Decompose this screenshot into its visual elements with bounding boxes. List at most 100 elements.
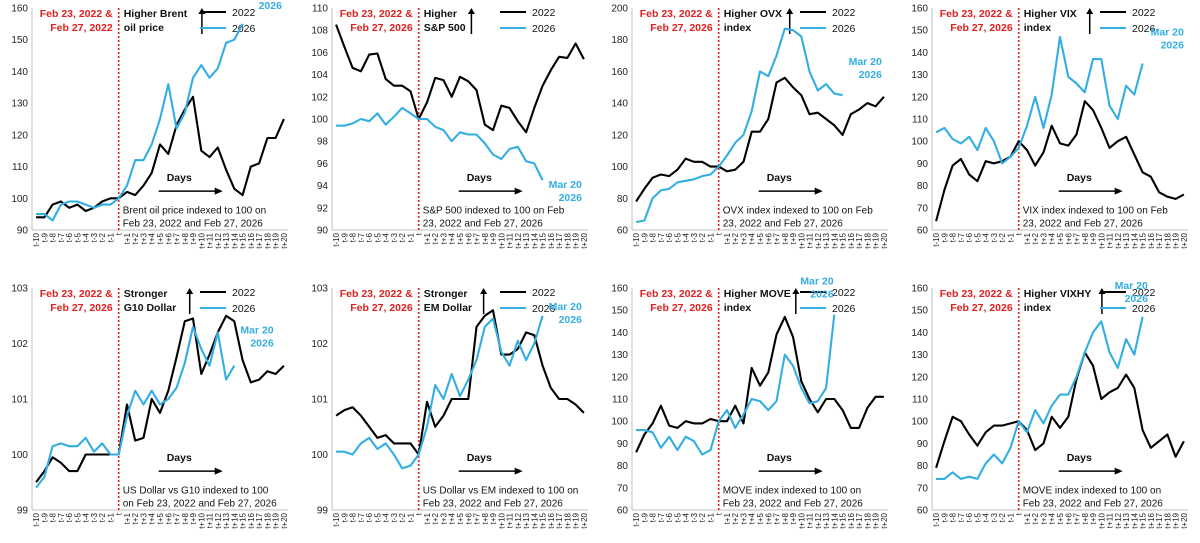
event-label: Feb 27, 2022 xyxy=(50,22,113,34)
y-tick-label: 102 xyxy=(311,339,328,350)
right-arrow-icon xyxy=(214,467,223,475)
legend-entry: 2022 xyxy=(1132,7,1156,19)
end-date-label: 2026 xyxy=(859,69,883,81)
legend-entry: 2022 xyxy=(832,7,856,19)
series-line-2026 xyxy=(936,316,1144,480)
series-line-2022 xyxy=(935,100,1185,222)
x-tick-label: t-7 xyxy=(57,232,66,242)
x-tick-label: t+9 xyxy=(1089,512,1098,524)
event-label: Feb 23, 2022 & xyxy=(40,288,113,300)
event-label: Feb 23, 2022 & xyxy=(940,288,1013,300)
y-tick-label: 100 xyxy=(911,137,928,148)
x-tick-label: t-8 xyxy=(949,512,958,522)
x-tick-label: t-7 xyxy=(957,512,966,522)
direction-label: oil price xyxy=(124,22,164,34)
x-tick-label: t+5 xyxy=(1056,512,1065,524)
x-tick-label: t+11 xyxy=(506,232,515,248)
x-tick-label: t+10 xyxy=(497,512,506,528)
x-tick-label: t+6 xyxy=(1064,232,1073,244)
legend-entry: 2026 xyxy=(1132,23,1156,35)
x-tick-label: t+11 xyxy=(806,512,815,528)
x-tick-label: t+9 xyxy=(789,232,798,244)
x-tick-label: t+19 xyxy=(872,512,881,528)
x-tick-label: t+6 xyxy=(1064,512,1073,524)
direction-label: Higher VIXHY xyxy=(1024,288,1092,300)
x-tick-label: t+2 xyxy=(1031,512,1040,524)
x-tick-label: t+8 xyxy=(181,232,190,244)
y-tick-label: 180 xyxy=(611,35,628,46)
series-line-2022 xyxy=(335,24,585,134)
x-tick-label: t+7 xyxy=(173,512,182,524)
y-tick-label: 140 xyxy=(911,48,928,59)
x-tick-label: t+7 xyxy=(773,512,782,524)
x-tick-label: t+18 xyxy=(263,512,272,528)
y-tick-label: 90 xyxy=(317,226,329,237)
event-label: Feb 23, 2022 & xyxy=(640,8,713,20)
x-tick-label: t-5 xyxy=(373,232,382,242)
x-tick-label: t+3 xyxy=(739,232,748,244)
x-tick-label: t+13 xyxy=(222,512,231,528)
direction-label: Higher VIX xyxy=(1024,8,1077,20)
direction-label: Higher Brent xyxy=(124,8,188,20)
y-tick-label: 70 xyxy=(617,483,629,494)
series-line-2022 xyxy=(335,309,585,456)
x-tick-label: t-10 xyxy=(932,232,941,246)
x-tick-label: t+12 xyxy=(214,512,223,528)
x-tick-label: t-5 xyxy=(73,512,82,522)
x-tick-label: t-2 xyxy=(98,512,107,522)
x-tick-label: t+12 xyxy=(1114,232,1123,248)
x-tick-label: t+7 xyxy=(773,232,782,244)
x-tick-label: t-10 xyxy=(32,512,41,526)
y-tick-label: 102 xyxy=(11,339,28,350)
x-tick-label: t-1 xyxy=(1006,232,1015,242)
x-tick-label: t+4 xyxy=(748,232,757,244)
x-tick-label: t-6 xyxy=(965,232,974,242)
x-tick-label: t+12 xyxy=(814,232,823,248)
days-label: Days xyxy=(1067,172,1092,184)
x-tick-label: t-10 xyxy=(332,512,341,526)
x-tick-label: t-8 xyxy=(49,232,58,242)
right-arrow-icon xyxy=(214,187,223,195)
x-tick-label: t+3 xyxy=(739,512,748,524)
x-tick-label: t+18 xyxy=(263,232,272,248)
x-tick-label: t+4 xyxy=(148,232,157,244)
x-tick-label: t+6 xyxy=(764,232,773,244)
x-tick-label: t+15 xyxy=(1139,232,1148,248)
y-tick-label: 160 xyxy=(611,67,628,78)
y-tick-label: 100 xyxy=(11,194,28,205)
x-tick-label: t+11 xyxy=(206,232,215,248)
y-tick-label: 150 xyxy=(11,35,28,46)
x-tick-label: t+12 xyxy=(214,232,223,248)
x-tick-label: t+1 xyxy=(423,512,432,524)
x-tick-label: t+15 xyxy=(239,232,248,248)
y-tick-label: 120 xyxy=(11,130,28,141)
x-tick-label: t+13 xyxy=(822,232,831,248)
x-tick-label: t+18 xyxy=(1163,512,1172,528)
x-tick-label: t-1 xyxy=(106,512,115,522)
x-tick-label: t+10 xyxy=(197,512,206,528)
y-tick-label: 80 xyxy=(617,461,629,472)
y-tick-label: 120 xyxy=(611,130,628,141)
x-tick-label: t+10 xyxy=(497,232,506,248)
x-tick-label: t+7 xyxy=(473,512,482,524)
x-tick-label: t+12 xyxy=(1114,512,1123,528)
x-tick-label: t-5 xyxy=(73,232,82,242)
x-tick-label: t+8 xyxy=(481,232,490,244)
x-tick-label: t-4 xyxy=(682,232,691,242)
y-tick-label: 110 xyxy=(612,395,628,406)
x-tick-label: t+20 xyxy=(880,232,889,248)
x-tick-label: t xyxy=(115,512,124,515)
up-arrow-icon xyxy=(186,288,194,294)
event-label: Feb 23, 2022 & xyxy=(940,8,1013,20)
x-tick-label: t-4 xyxy=(982,232,991,242)
x-tick-label: t+14 xyxy=(830,512,839,528)
x-tick-label: t+10 xyxy=(797,512,806,528)
x-tick-label: t+5 xyxy=(1056,232,1065,244)
description-text: US Dollar vs EM indexed to 100 on xyxy=(423,485,579,496)
description-text: Feb 23, 2022 and Feb 27, 2026 xyxy=(1023,498,1164,509)
y-tick-label: 80 xyxy=(917,461,929,472)
x-tick-label: t+9 xyxy=(189,232,198,244)
y-tick-label: 108 xyxy=(311,26,328,37)
x-tick-label: t+1 xyxy=(1023,232,1032,244)
